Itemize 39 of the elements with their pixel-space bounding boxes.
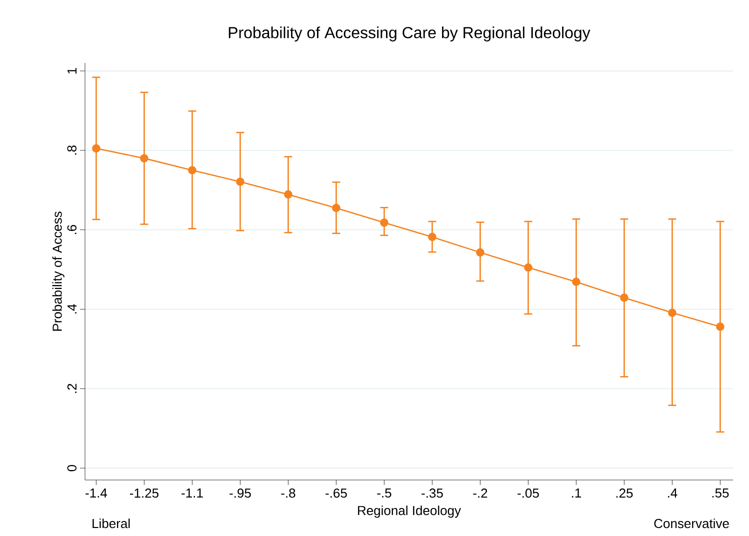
point [188,166,196,174]
x-tick-label: .4 [668,488,678,498]
y-tick-label: 1 [68,68,76,74]
x-tick-label: -1.4 [86,488,108,498]
x-tick-label: -.65 [326,488,347,498]
y-axis-title: Probability of Access [52,212,64,331]
text: Liberal [92,518,130,528]
point [620,294,628,302]
point [332,204,340,212]
point [92,144,100,153]
x-tick-label: -1.1 [182,488,203,498]
y-tick-label: 0 [67,464,76,472]
chart-title: Probability of Accessing Care by Regional Ideology [228,26,590,42]
x-tick-label: -.2 [473,488,488,498]
x-tick-label: -.35 [422,488,443,498]
x-axis-title: Regional Ideology [358,506,461,518]
y-tick-label: .4 [68,304,76,314]
y-tick-label: .8 [67,146,76,155]
x-tick-label: .1 [572,488,581,498]
x-tick-label: -.5 [377,488,392,498]
y-tick-label: .6 [67,224,76,234]
point [668,308,676,317]
y-tick-label: .2 [67,384,76,393]
point [524,263,532,272]
point [236,178,244,186]
point [716,322,724,331]
x-tick-label: .25 [616,488,633,498]
point [140,154,148,162]
point [428,232,436,242]
x-tick-label: -.8 [281,488,296,498]
x-tick-label: -1.25 [130,488,158,498]
x-tick-label: .55 [712,488,729,498]
x-tick-label: -.05 [518,488,539,498]
point [572,278,580,286]
point [476,248,484,257]
text: Conservative [654,518,729,528]
x-tick-label: -.95 [230,488,251,498]
point [380,218,388,227]
point [284,190,292,199]
